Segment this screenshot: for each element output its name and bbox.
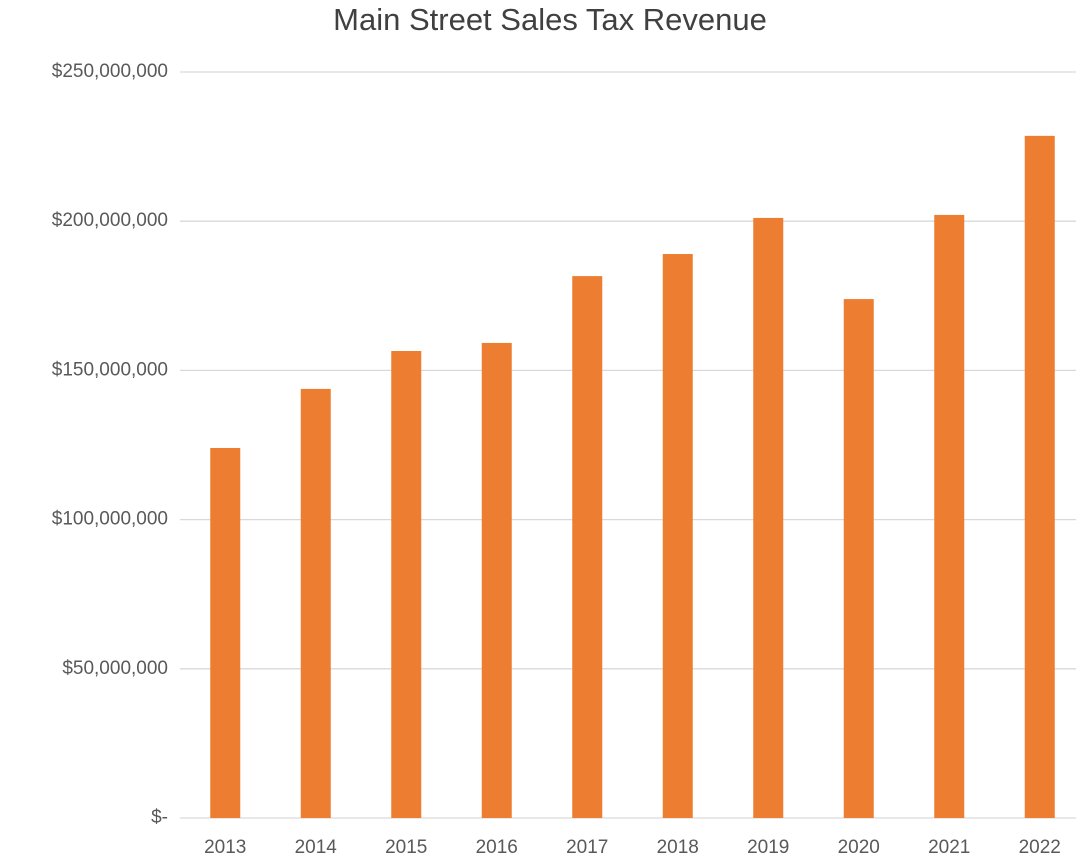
bar	[481, 342, 512, 818]
x-tick-label: 2017	[566, 837, 608, 858]
bar	[934, 214, 965, 818]
y-tick-label: $200,000,000	[52, 210, 168, 231]
bar	[753, 217, 784, 818]
bar	[1024, 135, 1055, 818]
x-tick-label: 2015	[385, 837, 427, 858]
bar	[210, 447, 241, 818]
x-tick-label: 2022	[1019, 837, 1061, 858]
bar	[391, 351, 422, 818]
y-tick-label: $150,000,000	[52, 359, 168, 380]
y-tick-label: $250,000,000	[52, 61, 168, 82]
y-tick-label: $-	[151, 807, 168, 828]
bar	[572, 276, 603, 818]
x-tick-label: 2020	[838, 837, 880, 858]
x-tick-label: 2016	[476, 837, 518, 858]
bar	[662, 254, 693, 819]
y-tick-label: $100,000,000	[52, 509, 168, 530]
x-tick-label: 2014	[295, 837, 338, 858]
x-tick-label: 2021	[928, 837, 970, 858]
y-tick-label: $50,000,000	[62, 658, 168, 679]
bar	[300, 388, 331, 818]
chart-title: Main Street Sales Tax Revenue	[333, 2, 767, 37]
x-tick-label: 2019	[747, 837, 789, 858]
x-tick-label: 2013	[204, 837, 246, 858]
bar	[843, 299, 874, 818]
x-tick-label: 2018	[657, 837, 699, 858]
